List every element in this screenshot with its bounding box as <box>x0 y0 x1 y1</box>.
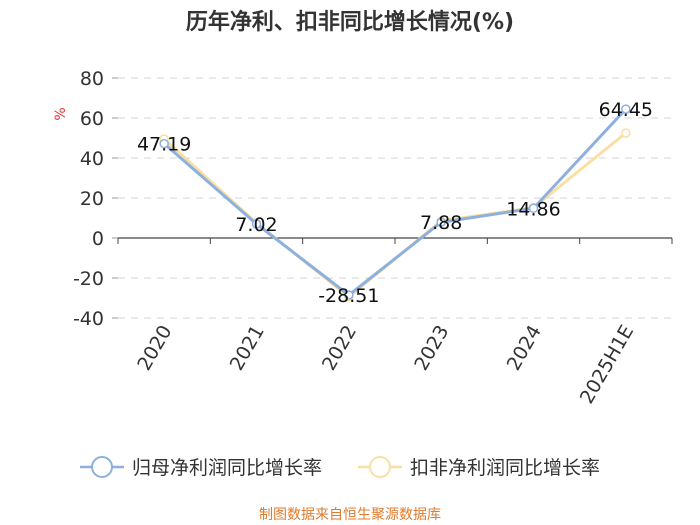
data-point <box>621 104 631 114</box>
legend-item: 扣非净利润同比增长率 <box>358 456 600 479</box>
x-axis-ticks: 2020 2021 2022 2023 2024 2025H1E <box>117 238 673 408</box>
x-tick-label: 2023 <box>410 322 453 375</box>
data-point <box>251 219 262 229</box>
legend-marker <box>369 456 391 478</box>
data-point <box>159 138 169 149</box>
x-tick-label: 2025H1E <box>576 322 638 408</box>
y-tick-label: 80 <box>80 68 104 90</box>
data-point <box>436 217 446 227</box>
data-label: -28.51 <box>318 285 379 307</box>
x-tick-label: 2022 <box>318 322 361 375</box>
data-point <box>621 128 631 138</box>
y-tick-label: -40 <box>73 308 104 330</box>
legend-label: 扣非净利润同比增长率 <box>410 457 600 479</box>
data-label: 7.88 <box>420 212 462 234</box>
y-axis-unit: % <box>53 107 69 120</box>
source-note: 制图数据来自恒生聚源数据库 <box>259 507 441 523</box>
series-line <box>163 108 627 297</box>
legend: 归母净利润同比增长率 扣非净利润同比增长率 <box>80 456 600 479</box>
data-label: 14.86 <box>506 198 560 220</box>
legend-marker <box>91 456 113 478</box>
legend-label: 归母净利润同比增长率 <box>132 457 322 479</box>
y-tick-label: 40 <box>80 148 104 170</box>
y-tick-label: 60 <box>80 108 104 130</box>
data-labels: 47.19 7.02 -28.51 7.88 14.86 64.45 <box>137 99 653 307</box>
data-label: 7.02 <box>235 214 277 236</box>
x-tick-label: 2021 <box>226 322 269 375</box>
y-tick-label: 0 <box>92 228 104 250</box>
y-axis-ticks: -40 -20 0 20 40 60 80 <box>73 68 118 330</box>
series-layer <box>159 104 631 302</box>
y-tick-label: 20 <box>80 188 104 210</box>
grid-lines <box>118 77 672 319</box>
legend-item: 归母净利润同比增长率 <box>80 456 322 479</box>
x-tick-label: 2020 <box>133 322 176 375</box>
y-tick-label: -20 <box>73 268 104 290</box>
data-label: 64.45 <box>599 99 653 121</box>
data-label: 47.19 <box>137 134 191 156</box>
chart-title: 历年净利、扣非同比增长情况(%) <box>186 9 514 35</box>
x-tick-label: 2024 <box>503 322 546 375</box>
data-point <box>528 203 539 214</box>
data-point <box>344 290 354 300</box>
